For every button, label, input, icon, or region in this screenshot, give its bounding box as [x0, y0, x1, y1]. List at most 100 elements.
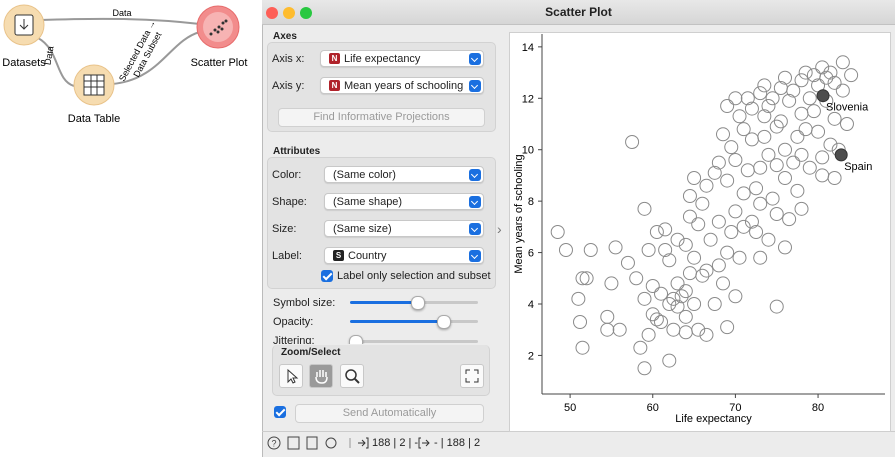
label: Size: — [272, 223, 297, 235]
point — [806, 68, 821, 83]
attribute-combo[interactable]: (Same color) — [324, 166, 484, 183]
y-tick-label: 6 — [528, 248, 534, 260]
link-label: Data — [112, 8, 131, 18]
point — [662, 253, 677, 268]
y-tick-label: 14 — [522, 42, 534, 54]
close-button[interactable] — [266, 7, 278, 19]
point — [558, 243, 573, 257]
select-tool[interactable] — [279, 364, 303, 388]
symbol-size-slider[interactable] — [411, 296, 425, 310]
point — [575, 340, 590, 355]
badge: N — [329, 80, 340, 91]
point — [699, 178, 714, 193]
attribute-combo[interactable]: S Country — [324, 247, 484, 264]
selected-point — [834, 148, 848, 162]
point — [720, 173, 735, 188]
send-button[interactable]: Send Automatically — [295, 404, 484, 423]
find-projections-button[interactable]: Find Informative Projections — [278, 108, 485, 127]
point — [573, 315, 588, 329]
combo-arrow — [469, 53, 481, 65]
point — [769, 207, 784, 221]
point — [786, 155, 801, 170]
slider-track — [350, 340, 478, 343]
point — [794, 201, 809, 216]
point — [769, 158, 784, 173]
point — [753, 250, 768, 265]
splitter-arrow[interactable]: › — [497, 221, 502, 237]
point — [645, 307, 660, 322]
point — [757, 129, 772, 144]
node-label: Scatter Plot — [191, 57, 248, 69]
point — [649, 312, 664, 327]
label-only-checkbox[interactable] — [321, 270, 333, 282]
point — [695, 268, 710, 283]
attribute-combo[interactable]: (Same size) — [324, 220, 484, 237]
point — [670, 232, 685, 247]
point — [827, 111, 842, 126]
link — [39, 17, 201, 25]
point — [819, 70, 834, 85]
point — [790, 129, 805, 144]
point — [699, 263, 714, 278]
point — [716, 127, 731, 142]
icon — [465, 369, 479, 383]
label: Color: — [272, 169, 302, 181]
point — [600, 309, 615, 324]
point — [620, 255, 635, 270]
combo-value: (Same color) — [333, 169, 396, 181]
point — [633, 340, 648, 355]
y-axis-label: Mean years of schooling — [513, 154, 525, 273]
point — [728, 91, 743, 106]
y-tick-label: 4 — [528, 299, 534, 311]
point — [798, 65, 813, 80]
point — [802, 91, 817, 106]
point-label: Spain — [844, 161, 872, 173]
minimize-button[interactable] — [283, 7, 295, 19]
point — [786, 83, 801, 98]
point — [637, 361, 652, 376]
point — [654, 315, 669, 329]
attribute-combo[interactable]: (Same shape) — [324, 193, 484, 210]
zoom-tool[interactable] — [340, 364, 364, 388]
point — [740, 163, 755, 178]
node-icon — [84, 75, 104, 95]
point — [806, 104, 821, 119]
node-icon — [19, 19, 29, 30]
combo-value: Country — [348, 250, 387, 262]
axis-y-combo[interactable]: N Mean years of schooling — [320, 77, 484, 94]
point — [794, 106, 809, 121]
pan-tool[interactable] — [309, 364, 333, 388]
point — [654, 286, 669, 301]
jittering-slider[interactable] — [349, 335, 363, 344]
icon — [287, 368, 299, 384]
point — [682, 209, 697, 224]
reset-zoom-tool[interactable] — [460, 364, 484, 388]
badge: N — [329, 53, 340, 64]
y-tick-label: 10 — [522, 145, 534, 157]
point — [835, 83, 850, 98]
point — [625, 135, 640, 149]
combo-arrow — [469, 169, 481, 181]
y-tick-label: 2 — [528, 350, 534, 362]
axis-x-combo[interactable]: N Life expectancy — [320, 50, 484, 67]
point — [773, 81, 788, 95]
point — [604, 276, 619, 291]
checkbox-label: Label only selection and subset — [337, 270, 491, 282]
zoom-button[interactable] — [300, 7, 312, 19]
x-tick-label: 70 — [729, 402, 741, 414]
point — [844, 68, 859, 83]
point — [678, 325, 693, 340]
point — [827, 171, 842, 185]
node-icon — [83, 74, 105, 96]
point — [732, 109, 747, 124]
point — [728, 204, 743, 219]
point — [815, 150, 830, 165]
opacity-slider[interactable] — [437, 315, 451, 329]
point — [641, 243, 656, 257]
point — [794, 147, 809, 162]
x-tick-label: 60 — [647, 402, 659, 414]
point — [682, 266, 697, 281]
point-label: Slovenia — [826, 102, 869, 114]
point — [687, 297, 702, 311]
send-auto-checkbox[interactable] — [274, 406, 286, 418]
